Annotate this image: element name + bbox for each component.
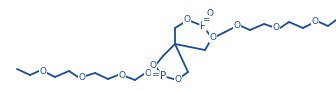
Text: O: O bbox=[272, 23, 280, 32]
Text: P: P bbox=[200, 21, 206, 31]
Text: O: O bbox=[150, 62, 157, 71]
Text: O: O bbox=[40, 67, 46, 76]
Text: P: P bbox=[160, 71, 166, 81]
Text: O: O bbox=[79, 73, 85, 82]
Text: O: O bbox=[311, 17, 319, 26]
Text: O: O bbox=[210, 33, 216, 42]
Text: O: O bbox=[174, 76, 181, 85]
Text: O: O bbox=[144, 70, 152, 79]
Text: O: O bbox=[119, 71, 126, 80]
Text: =: = bbox=[151, 71, 159, 80]
Text: O: O bbox=[207, 9, 213, 18]
Text: O: O bbox=[183, 15, 191, 24]
Text: =: = bbox=[202, 15, 210, 24]
Text: O: O bbox=[234, 21, 241, 30]
